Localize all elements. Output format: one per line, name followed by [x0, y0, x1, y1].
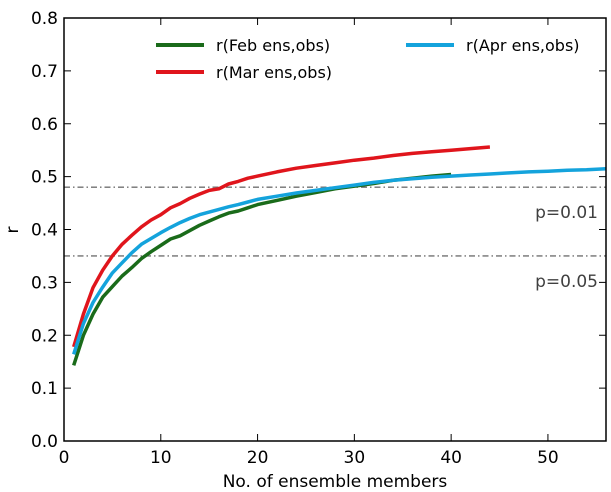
series-line-2 — [72, 166, 607, 355]
y-tick-label: 0.0 — [31, 432, 58, 452]
y-tick-label: 0.5 — [31, 168, 58, 188]
x-tick-label: 30 — [344, 448, 366, 468]
series-lines — [72, 145, 607, 366]
series-line-0 — [72, 172, 452, 366]
legend-label-0: r(Feb ens,obs) — [216, 36, 330, 55]
series-line-1 — [72, 145, 491, 348]
reference-line-label: p=0.01 — [535, 203, 598, 223]
plot-frame — [63, 17, 607, 442]
legend-label-1: r(Mar ens,obs) — [216, 63, 332, 82]
y-tick-label: 0.8 — [31, 9, 58, 29]
x-tick-label: 0 — [59, 448, 70, 468]
x-axis-label: No. of ensemble members — [223, 472, 448, 492]
y-tick-label: 0.2 — [31, 326, 58, 346]
y-axis: 0.0 0.1 0.2 0.3 0.4 0.5 0.6 0.7 0.8 — [31, 9, 606, 452]
y-tick-label: 0.1 — [31, 379, 58, 399]
y-axis-label: r — [3, 227, 23, 234]
legend: r(Feb ens,obs) r(Mar ens,obs) r(Apr ens,ob… — [156, 36, 580, 82]
legend-label-2: r(Apr ens,obs) — [466, 36, 580, 55]
reference-lines: p=0.01 p=0.05 — [64, 186, 606, 292]
x-tick-label: 50 — [537, 448, 559, 468]
y-tick-label: 0.7 — [31, 62, 58, 82]
x-tick-label: 40 — [440, 448, 462, 468]
x-axis: 0 10 20 30 40 50 — [59, 18, 559, 468]
y-tick-label: 0.4 — [31, 221, 58, 241]
y-tick-label: 0.6 — [31, 115, 58, 135]
x-tick-label: 20 — [247, 448, 269, 468]
y-tick-label: 0.3 — [31, 273, 58, 293]
x-tick-label: 10 — [150, 448, 172, 468]
reference-line-label: p=0.05 — [535, 272, 598, 292]
